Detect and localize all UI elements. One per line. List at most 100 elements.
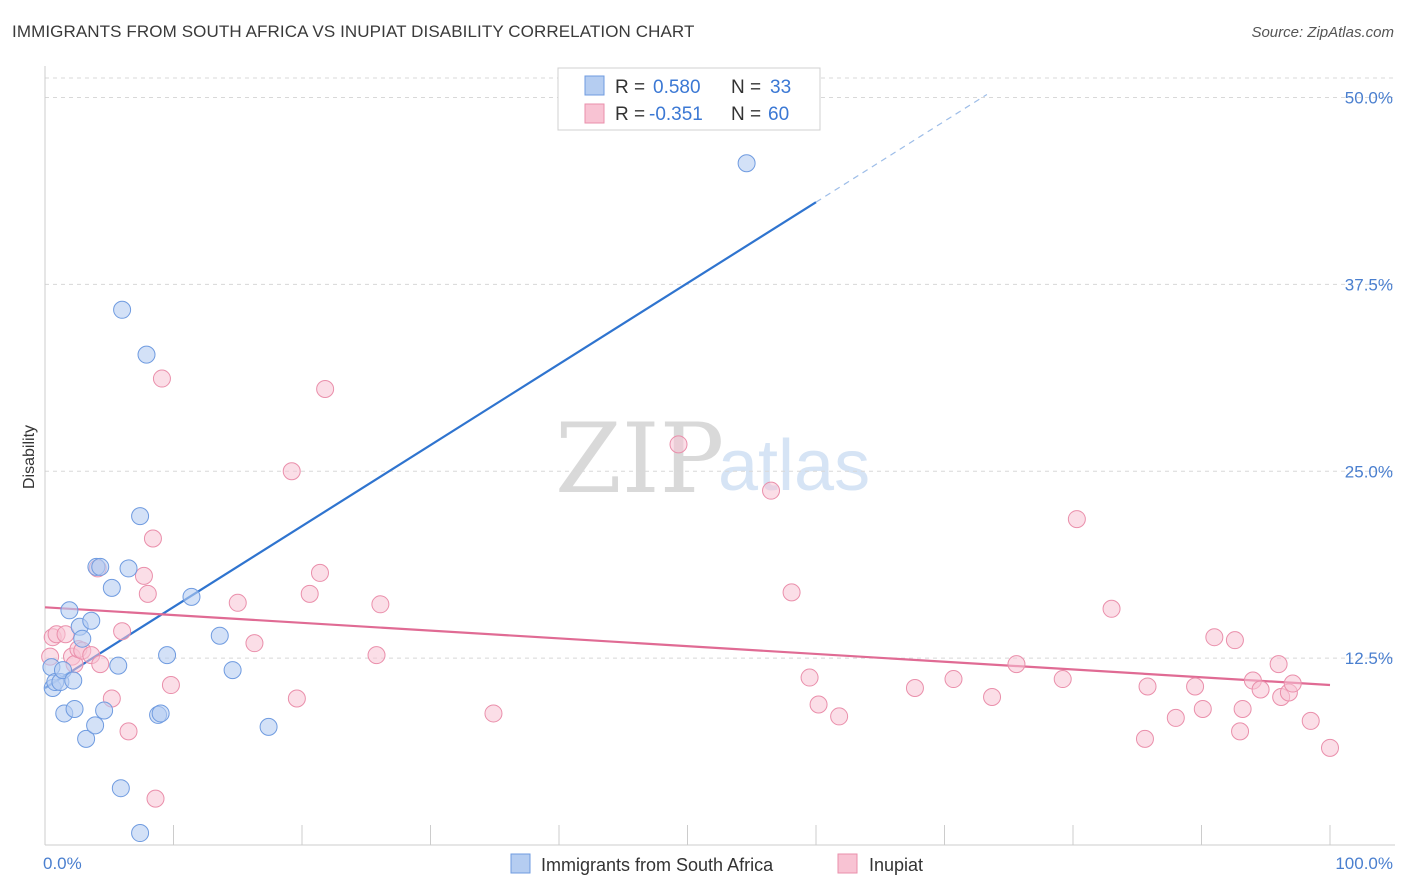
legend-n-value-2: 60 xyxy=(768,104,789,125)
point-inupiat-20 xyxy=(228,593,247,612)
series-inupiat-points xyxy=(41,369,1339,808)
point-inupiat-24 xyxy=(300,584,319,603)
legend-r-value-2: -0.351 xyxy=(649,104,703,125)
trendlines xyxy=(44,93,1331,689)
point-inupiat-51 xyxy=(1233,699,1252,718)
y-tick-label-3: 50.0% xyxy=(1345,89,1393,108)
point-inupiat-22 xyxy=(282,462,301,481)
watermark: ZIP atlas xyxy=(555,403,870,515)
point-inupiat-29 xyxy=(484,704,503,723)
point-inupiat-36 xyxy=(905,679,924,698)
point-south-africa-24 xyxy=(137,345,156,364)
x-tick-label-1: 100.0% xyxy=(1335,854,1393,873)
point-inupiat-34 xyxy=(809,695,828,714)
series-south-africa-points xyxy=(42,154,756,843)
y-tick-label-1: 25.0% xyxy=(1345,462,1393,481)
point-inupiat-31 xyxy=(762,481,781,500)
x-tick-labels: 0.0% 100.0% xyxy=(43,854,1393,873)
x-tick-label-0: 0.0% xyxy=(43,854,82,873)
bottom-legend: Immigrants from South Africa Inupiat xyxy=(510,853,923,875)
point-south-africa-12 xyxy=(82,611,101,630)
point-inupiat-13 xyxy=(119,722,138,741)
point-inupiat-14 xyxy=(134,566,153,585)
point-inupiat-27 xyxy=(367,646,386,665)
y-tick-label-2: 37.5% xyxy=(1345,275,1393,294)
point-inupiat-18 xyxy=(152,369,171,388)
y-tick-label-0: 12.5% xyxy=(1345,649,1393,668)
point-inupiat-50 xyxy=(1231,722,1250,741)
legend: R = 0.580 N = 33 R = -0.351 N = 60 xyxy=(557,67,821,131)
point-inupiat-33 xyxy=(800,668,819,687)
point-inupiat-16 xyxy=(143,529,162,548)
bottom-legend-label-south-africa: Immigrants from South Africa xyxy=(541,855,774,875)
point-inupiat-15 xyxy=(138,584,157,603)
trendline-south-africa xyxy=(44,201,817,689)
point-south-africa-26 xyxy=(151,704,170,723)
legend-n-label-2: N = xyxy=(731,104,761,125)
point-inupiat-23 xyxy=(287,689,306,708)
point-inupiat-38 xyxy=(983,687,1002,706)
legend-r-label-1: R = xyxy=(615,77,645,98)
point-inupiat-30 xyxy=(669,435,688,454)
legend-n-value-1: 33 xyxy=(770,77,791,98)
point-inupiat-26 xyxy=(316,380,335,399)
point-inupiat-44 xyxy=(1138,677,1157,696)
legend-swatch-pink xyxy=(584,103,605,124)
point-inupiat-32 xyxy=(782,583,801,602)
point-south-africa-19 xyxy=(111,779,130,798)
point-south-africa-10 xyxy=(73,629,92,648)
point-south-africa-8 xyxy=(65,699,84,718)
point-south-africa-11 xyxy=(77,729,96,748)
point-inupiat-12 xyxy=(113,622,132,641)
point-inupiat-46 xyxy=(1186,677,1205,696)
axes xyxy=(44,66,1395,846)
legend-r-value-1: 0.580 xyxy=(653,77,701,98)
point-inupiat-41 xyxy=(1067,510,1086,529)
y-axis-label: Disability xyxy=(21,425,38,489)
point-south-africa-16 xyxy=(95,701,114,720)
point-south-africa-28 xyxy=(182,587,201,606)
point-inupiat-59 xyxy=(1321,738,1339,757)
point-south-africa-17 xyxy=(102,578,121,597)
point-south-africa-27 xyxy=(158,646,177,665)
point-inupiat-37 xyxy=(944,670,963,689)
bottom-legend-label-inupiat: Inupiat xyxy=(869,855,923,875)
legend-n-label-1: N = xyxy=(731,77,761,98)
grid xyxy=(45,77,1395,659)
point-inupiat-48 xyxy=(1205,628,1224,647)
watermark-zip: ZIP xyxy=(555,403,724,515)
point-inupiat-19 xyxy=(161,676,180,695)
point-south-africa-22 xyxy=(131,824,150,843)
point-inupiat-25 xyxy=(310,563,329,582)
point-south-africa-29 xyxy=(210,626,229,645)
point-inupiat-42 xyxy=(1102,599,1121,618)
bottom-legend-swatch-blue xyxy=(510,853,531,874)
point-south-africa-20 xyxy=(113,300,132,319)
point-inupiat-54 xyxy=(1269,655,1288,674)
point-inupiat-49 xyxy=(1225,631,1244,650)
point-inupiat-17 xyxy=(146,789,165,808)
point-south-africa-30 xyxy=(223,661,242,680)
point-inupiat-3 xyxy=(56,625,75,644)
point-inupiat-43 xyxy=(1135,729,1154,748)
watermark-atlas: atlas xyxy=(718,426,870,506)
point-south-africa-6 xyxy=(60,601,79,620)
bottom-legend-swatch-pink xyxy=(837,853,858,874)
chart-title: IMMIGRANTS FROM SOUTH AFRICA VS INUPIAT … xyxy=(12,22,695,41)
legend-swatch-blue xyxy=(584,75,605,96)
point-inupiat-21 xyxy=(245,634,264,653)
legend-r-label-2: R = xyxy=(615,104,645,125)
point-inupiat-10 xyxy=(91,655,110,674)
point-inupiat-58 xyxy=(1301,711,1320,730)
point-inupiat-39 xyxy=(1007,655,1026,674)
point-south-africa-31 xyxy=(259,717,278,736)
point-south-africa-21 xyxy=(119,559,138,578)
point-inupiat-47 xyxy=(1193,699,1212,718)
point-south-africa-23 xyxy=(131,507,150,526)
point-inupiat-28 xyxy=(371,595,390,614)
point-inupiat-45 xyxy=(1166,708,1185,727)
y-tick-labels: 12.5% 25.0% 37.5% 50.0% xyxy=(1345,89,1393,669)
point-inupiat-57 xyxy=(1283,674,1302,693)
point-south-africa-15 xyxy=(91,557,110,576)
